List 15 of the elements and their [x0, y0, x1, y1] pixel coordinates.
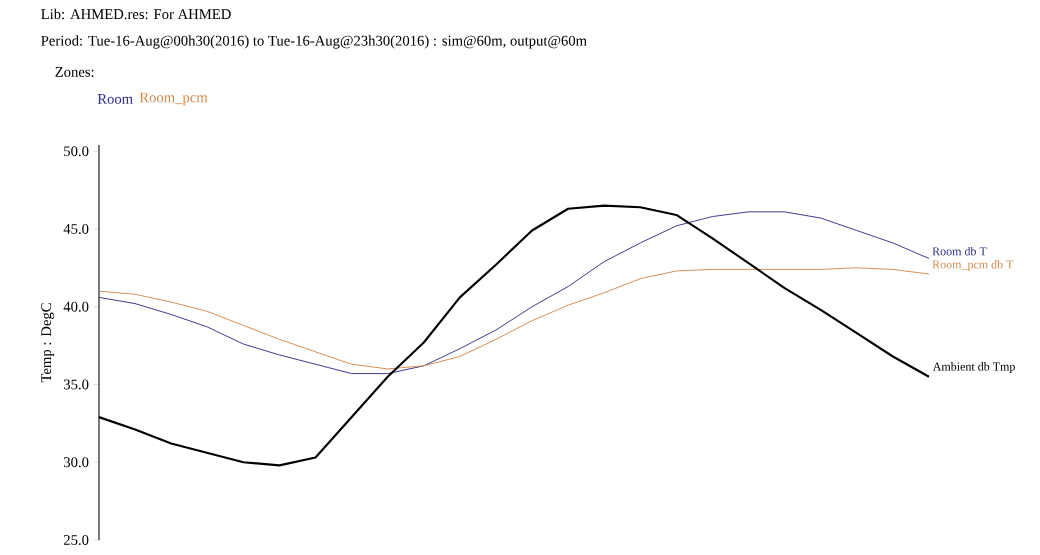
y-tick-label: 25.0	[63, 535, 89, 545]
chart-subtitle: Period: Tue-16-Aug@00h30(2016) to Tue-16-Aug@23h30(2016) : sim@60m, output@60m	[41, 35, 587, 49]
y-tick-label: 45.0	[63, 223, 89, 234]
y-tick-label: 50.0	[64, 146, 89, 157]
text: Room	[97, 94, 133, 104]
y-tick-label: 40.0	[63, 301, 89, 312]
series-label: Ambient db Tmp	[932, 362, 1015, 373]
y-tick-label: 35.0	[64, 379, 89, 390]
series-label: Room db T	[932, 246, 987, 256]
text: Room_pcm	[139, 92, 208, 106]
series-label: Room_pcm db T	[932, 260, 1014, 271]
chart-title: Lib: AHMED.res: For AHMED	[41, 8, 231, 20]
y-tick-label: 30.0	[64, 457, 89, 468]
text: Zones:	[55, 67, 94, 77]
y-axis-title: Temp : DegC	[41, 303, 55, 383]
